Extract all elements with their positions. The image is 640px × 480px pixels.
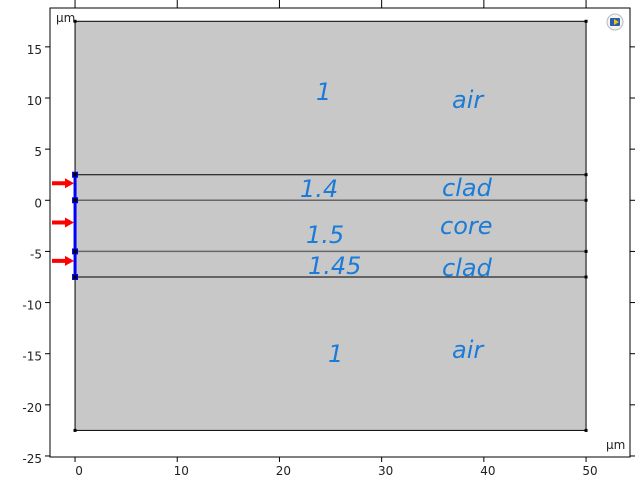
annotation-label: clad xyxy=(442,254,493,282)
y-tick-label: 5 xyxy=(34,145,42,159)
x-tick-label: 10 xyxy=(174,464,189,478)
selected-boundary[interactable] xyxy=(72,171,79,280)
annotation-index: 1 xyxy=(328,340,343,368)
vertex-point xyxy=(584,275,588,279)
handwritten-annotations: 1 air 1.4 clad 1.5 core 1.45 clad 1 air xyxy=(300,78,493,368)
vertex-point xyxy=(73,19,77,23)
y-tick-label: -10 xyxy=(22,299,42,313)
x-unit-label: µm xyxy=(606,438,625,452)
y-tick-label: -25 xyxy=(22,452,42,466)
vertex-point xyxy=(584,173,588,177)
y-tick-label: -20 xyxy=(22,401,42,415)
annotation-index: 1 xyxy=(316,78,331,106)
y-tick-label: 0 xyxy=(34,196,42,210)
annotation-label: clad xyxy=(442,174,493,202)
annotation-label: air xyxy=(452,86,485,114)
x-tick-label: 30 xyxy=(378,464,393,478)
annotation-index: 1.4 xyxy=(300,175,338,203)
selected-vertex xyxy=(72,248,79,255)
annotation-label: air xyxy=(452,336,485,364)
y-tick-label: -15 xyxy=(22,350,42,364)
red-arrow-icon xyxy=(52,217,74,228)
selected-vertex xyxy=(72,171,79,178)
x-tick-label: 20 xyxy=(276,464,291,478)
selected-vertex xyxy=(72,273,79,280)
red-arrow-icon xyxy=(52,178,74,189)
red-arrow-icon xyxy=(52,255,74,266)
vertex-point xyxy=(584,428,588,432)
boundary-arrows xyxy=(52,178,74,266)
x-tick-label: 50 xyxy=(582,464,597,478)
vertex-point xyxy=(584,249,588,253)
y-tick-label: 10 xyxy=(27,94,42,108)
plot-frame xyxy=(49,7,631,458)
selected-vertex xyxy=(72,197,79,204)
x-tick-label: 0 xyxy=(75,464,83,478)
annotation-label: core xyxy=(440,212,493,240)
vertex-point xyxy=(584,19,588,23)
x-tick-label: 40 xyxy=(480,464,495,478)
y-tick-label: -5 xyxy=(30,247,42,261)
y-tick-label: 15 xyxy=(27,43,42,57)
vertex-point xyxy=(584,198,588,202)
vertex-point xyxy=(73,428,77,432)
domain-rectangle[interactable] xyxy=(74,20,587,431)
y-unit-label: µm xyxy=(56,11,75,25)
annotation-index: 1.45 xyxy=(308,252,361,280)
annotation-index: 1.5 xyxy=(306,221,344,249)
graphics-view-icon[interactable] xyxy=(606,13,624,31)
